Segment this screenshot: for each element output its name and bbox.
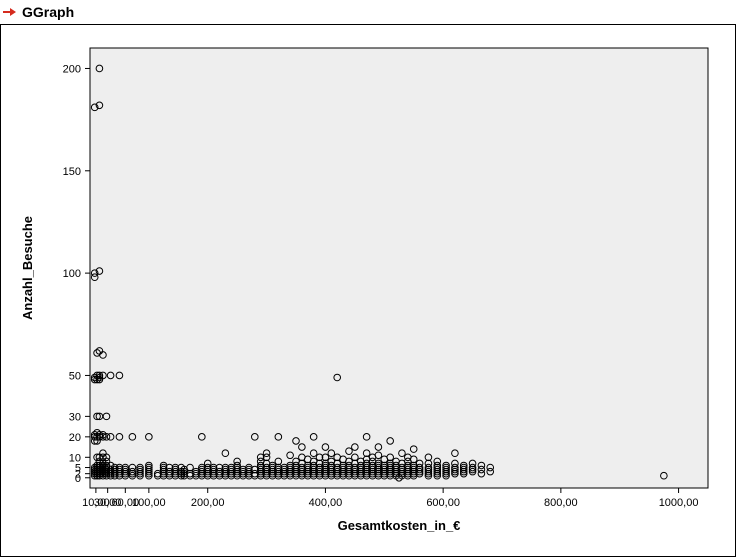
header: GGraph [0, 0, 736, 20]
svg-text:50: 50 [69, 370, 81, 382]
svg-text:5: 5 [75, 463, 81, 475]
svg-text:30: 30 [69, 411, 81, 423]
svg-text:100: 100 [63, 268, 81, 280]
svg-text:100,00: 100,00 [132, 497, 166, 509]
scatter-chart: 10,0030,0060,00100,00200,00400,00600,008… [0, 24, 736, 557]
svg-text:600,00: 600,00 [426, 497, 460, 509]
svg-text:800,00: 800,00 [544, 497, 578, 509]
page-title: GGraph [22, 4, 74, 20]
svg-text:Anzahl_Besuche: Anzahl_Besuche [20, 216, 35, 320]
page-root: GGraph 10,0030,0060,00100,00200,00400,00… [0, 0, 736, 557]
svg-text:1000,00: 1000,00 [659, 497, 699, 509]
svg-text:10: 10 [69, 452, 81, 464]
svg-text:200,00: 200,00 [191, 497, 225, 509]
svg-text:400,00: 400,00 [309, 497, 343, 509]
svg-text:Gesamtkosten_in_€: Gesamtkosten_in_€ [338, 518, 461, 533]
arrow-right-icon [2, 5, 16, 19]
svg-text:150: 150 [63, 166, 81, 178]
svg-text:20: 20 [69, 432, 81, 444]
svg-text:200: 200 [63, 63, 81, 75]
